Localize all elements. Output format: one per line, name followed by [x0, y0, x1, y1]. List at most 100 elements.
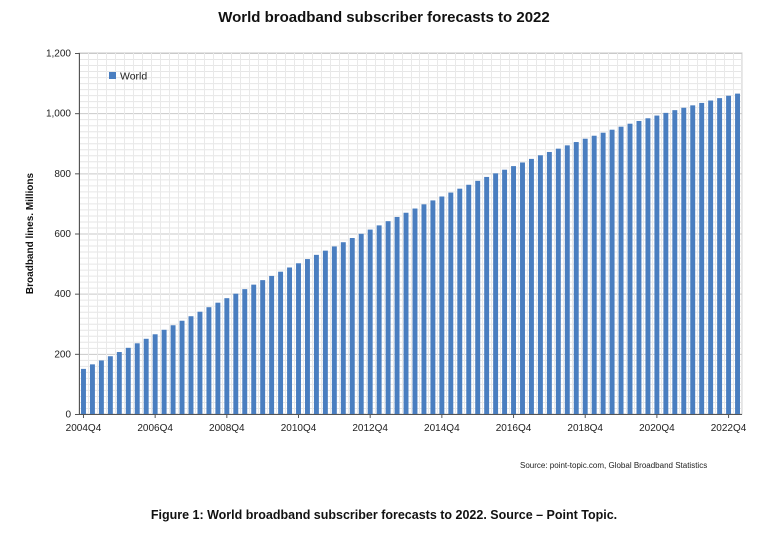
data-bar [699, 102, 705, 414]
data-bar [645, 118, 651, 414]
data-bar [376, 225, 382, 414]
figure-caption: Figure 1: World broadband subscriber for… [150, 508, 618, 522]
data-bar [430, 200, 436, 414]
data-bar [251, 284, 257, 414]
x-tick-label: 2018Q4 [567, 423, 603, 434]
bars-layer [81, 93, 740, 415]
data-bar [412, 208, 418, 414]
data-bar [197, 311, 203, 414]
data-bar [502, 169, 508, 414]
data-bar [305, 259, 310, 414]
data-bar [537, 155, 543, 414]
data-bar [600, 132, 606, 414]
data-bar [663, 112, 669, 415]
x-tick-label: 2020Q4 [639, 423, 675, 434]
data-bar [717, 98, 723, 415]
data-bar [224, 298, 230, 414]
data-bar [582, 138, 588, 415]
data-bar [511, 166, 516, 414]
x-tick-label: 2010Q4 [281, 423, 317, 434]
data-bar [161, 329, 167, 414]
data-bar [726, 95, 732, 414]
x-tick-label: 2014Q4 [424, 423, 460, 434]
chart-title: World broadband subscriber forecasts to … [218, 9, 550, 26]
data-bar [421, 204, 427, 414]
data-bar [385, 221, 391, 414]
data-bar [260, 280, 266, 414]
data-bar [287, 267, 293, 414]
legend: World [109, 71, 147, 83]
data-bar [81, 368, 86, 415]
x-tick-label: 2022Q4 [711, 423, 747, 434]
data-bar [484, 176, 490, 414]
data-bar [672, 110, 678, 414]
data-bar [134, 343, 140, 414]
data-bar [358, 233, 364, 414]
data-bar [528, 158, 534, 414]
y-tick-label: 200 [54, 349, 71, 360]
data-bar [313, 254, 319, 414]
data-bar [206, 307, 212, 414]
data-bar [179, 320, 185, 414]
data-bar [125, 347, 131, 414]
data-bar [475, 180, 481, 414]
data-bar [340, 242, 346, 414]
data-bar [349, 238, 355, 414]
x-tick-label: 2012Q4 [352, 423, 388, 434]
data-bar [618, 126, 624, 414]
data-bar [403, 212, 409, 414]
data-bar [690, 105, 696, 414]
x-tick-label: 2006Q4 [137, 423, 173, 434]
axis-layer: 0 200 400 600 800 1,000 1,200 2004Q4 2006Q4 2008Q… [46, 49, 747, 435]
data-bar [493, 173, 499, 414]
y-tick-label: 0 [65, 410, 71, 421]
data-bar [107, 356, 113, 414]
data-bar [188, 316, 194, 414]
data-bar [708, 100, 714, 414]
source-note: Source: point-topic.com, Global Broadban… [520, 461, 708, 470]
data-bar [591, 135, 597, 415]
data-bar [143, 338, 149, 414]
y-tick-label: 800 [54, 169, 71, 180]
grid-layer [78, 52, 743, 415]
data-bar [322, 250, 328, 414]
data-bar [152, 334, 158, 414]
y-tick-label: 400 [54, 289, 71, 300]
x-tick-label: 2008Q4 [209, 423, 245, 434]
data-bar [278, 271, 284, 414]
data-bar [627, 123, 633, 414]
data-bar [466, 184, 472, 414]
data-bar [170, 325, 176, 414]
data-bar [269, 275, 275, 414]
y-tick-label: 1,000 [46, 109, 71, 120]
data-bar [609, 129, 615, 414]
data-bar [636, 120, 642, 415]
data-bar [555, 148, 561, 415]
data-bar [448, 192, 454, 414]
data-bar [564, 145, 570, 415]
x-tick-label: 2016Q4 [496, 423, 532, 434]
data-bar [116, 352, 122, 414]
data-bar [233, 293, 239, 414]
data-bar [735, 93, 740, 415]
data-bar [546, 151, 552, 414]
data-bar [520, 162, 525, 414]
data-bar [681, 107, 687, 414]
data-bar [331, 246, 337, 414]
data-bar [296, 263, 301, 414]
data-bar [89, 364, 95, 414]
legend-label: World [120, 71, 147, 83]
data-bar [242, 289, 248, 414]
data-bar [98, 360, 104, 414]
legend-swatch [109, 72, 116, 79]
x-tick-label: 2004Q4 [66, 423, 102, 434]
y-tick-label: 600 [54, 229, 71, 240]
data-bar [573, 142, 579, 415]
y-tick-label: 1,200 [46, 49, 71, 60]
y-axis-label: Broadband lines. Millions [25, 173, 36, 295]
data-bar [654, 115, 660, 414]
data-bar [367, 229, 373, 414]
data-bar [215, 302, 221, 414]
data-bar [457, 188, 463, 414]
